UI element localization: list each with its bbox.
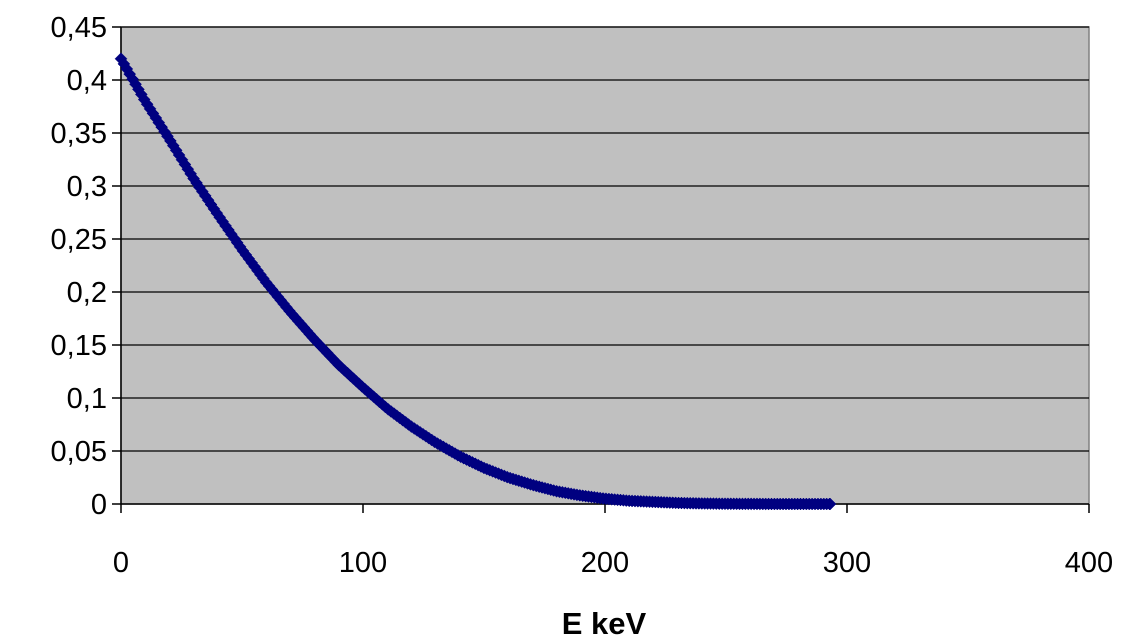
data-point	[823, 497, 837, 511]
y-tick-label: 0,05	[51, 436, 107, 468]
x-tick-label: 0	[113, 547, 129, 579]
x-tick-label: 100	[339, 547, 387, 579]
grid-lines	[121, 26, 1089, 452]
x-axis-title: E keV	[562, 606, 647, 641]
x-tick-label: 300	[823, 547, 871, 579]
y-axis-ticks: 0 0,05 0,1 0,15 0,2 0,25 0,3 0,35 0,4 0,45	[51, 12, 121, 521]
y-tick-label: 0,4	[67, 65, 107, 97]
y-tick-label: 0,25	[51, 224, 107, 256]
series-points	[114, 52, 837, 511]
y-tick-label: 0,2	[67, 277, 107, 309]
y-tick-label: 0,3	[67, 171, 107, 203]
y-tick-label: 0,35	[51, 118, 107, 150]
x-tick-label: 400	[1065, 547, 1113, 579]
y-tick-label: 0,45	[51, 12, 107, 44]
x-tick-label: 200	[581, 547, 629, 579]
plot-area	[120, 26, 1090, 505]
x-axis-ticks: 0 100 200 300 400	[113, 504, 1113, 579]
y-tick-label: 0,1	[67, 383, 107, 415]
y-tick-label: 0,15	[51, 330, 107, 362]
y-tick-label: 0	[91, 489, 107, 521]
